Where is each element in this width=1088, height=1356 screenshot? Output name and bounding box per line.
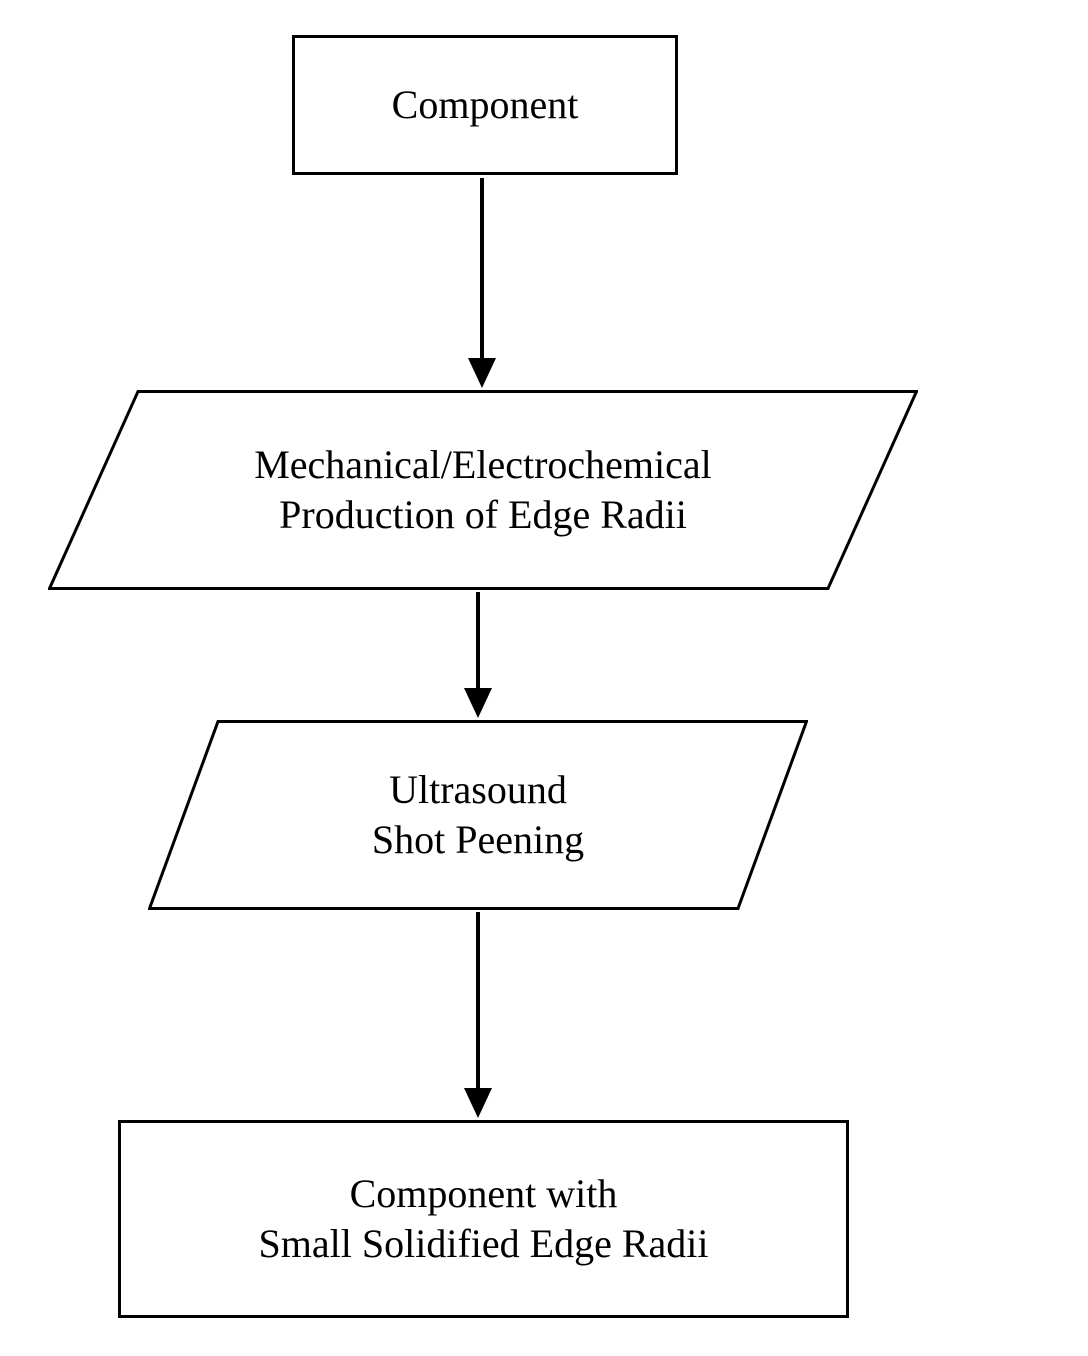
flow-node-label: Ultrasound Shot Peening [148,720,808,910]
flow-node-label: Component [392,80,579,130]
flow-node-label-line1: Component with [259,1169,709,1219]
flow-node-component: Component [292,35,678,175]
flow-node-result: Component with Small Solidified Edge Rad… [118,1120,849,1318]
flow-node-label-line1: Mechanical/Electrochemical [254,440,712,490]
flow-node-label-line2: Shot Peening [372,815,584,865]
flow-node-label-line2: Small Solidified Edge Radii [259,1219,709,1269]
flow-node-production: Mechanical/Electrochemical Production of… [48,390,918,590]
flow-node-label: Mechanical/Electrochemical Production of… [48,390,918,590]
flow-arrow-2 [460,592,496,718]
flow-arrow-3 [460,912,496,1118]
flow-node-label-line2: Production of Edge Radii [254,490,712,540]
flow-node-ultrasound: Ultrasound Shot Peening [148,720,808,910]
flow-node-label-line1: Ultrasound [372,765,584,815]
flow-arrow-1 [464,178,500,388]
